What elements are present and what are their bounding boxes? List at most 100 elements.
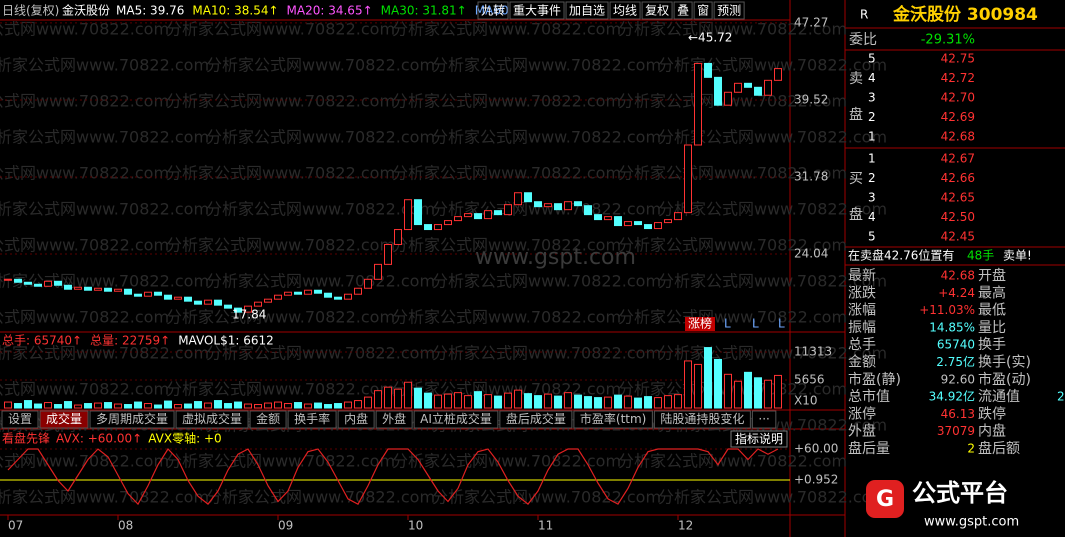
volume-bar [774, 374, 782, 409]
volume-bar [304, 403, 312, 409]
stat-label: 总市值 [848, 388, 890, 405]
watermark: 分析家公式网www.70822.com [432, 56, 661, 75]
volume-bar [574, 394, 582, 409]
volume-bar [194, 401, 202, 409]
candle [234, 307, 242, 313]
toolbar-button: 加自选 [569, 4, 605, 18]
tab[interactable] [573, 410, 653, 429]
tab-label: 外盘 [382, 411, 406, 426]
candle [724, 91, 732, 106]
volume-bar [394, 388, 402, 409]
candle [774, 68, 782, 81]
volume-bar [504, 392, 512, 409]
tab-label: 成交量 [46, 411, 82, 426]
candle [624, 221, 632, 227]
candle [594, 214, 602, 221]
book-price: 42.50 [941, 210, 975, 224]
tab[interactable] [751, 410, 777, 429]
tab[interactable] [287, 410, 337, 429]
watermark: 分析家公式网www.70822.com [0, 452, 169, 471]
watermark: 分析家公式网www.70822.com [392, 452, 621, 471]
stat-value: 92.60 [941, 372, 975, 386]
toolbar-button: 叠 [677, 4, 689, 18]
candle [524, 192, 532, 203]
volume-bar [174, 404, 182, 409]
tab-label: 设置 [8, 412, 32, 426]
tab[interactable] [337, 410, 375, 429]
candle [434, 224, 442, 231]
tab[interactable] [413, 410, 499, 429]
volume-bar [614, 394, 622, 409]
tab[interactable] [39, 410, 89, 429]
stat-value: 46.13 [941, 407, 975, 421]
notice: 卖单! [1003, 249, 1032, 263]
volume-bar [454, 392, 462, 409]
book-label: 盘 [849, 206, 863, 223]
stat-value: 42.68 [941, 269, 975, 283]
stat-label: 内盘 [978, 423, 1006, 440]
candle [214, 299, 222, 306]
tab[interactable] [175, 410, 249, 429]
candle [644, 224, 652, 230]
tab-label: 换手率 [294, 411, 330, 426]
tab[interactable] [653, 410, 751, 429]
tab[interactable] [375, 410, 413, 429]
stat-label: 市盈(动) [978, 371, 1031, 388]
candle [544, 203, 552, 208]
watermark: 分析家公式网www.70822.com [618, 164, 847, 183]
stat-label: 总手 [848, 337, 876, 353]
notice: 在卖盘42.76位置有 [848, 248, 954, 263]
candle [604, 216, 612, 221]
stat-value: 34.92亿 [929, 389, 975, 404]
volume-bar [634, 397, 642, 409]
watermark: 分析家公式网www.70822.com [658, 344, 887, 363]
stat-label: 换手(实) [978, 354, 1031, 371]
book-level: 4 [868, 210, 876, 224]
tab[interactable] [499, 410, 573, 429]
candle [704, 62, 712, 78]
candle [384, 243, 392, 265]
volume-bar [154, 404, 162, 409]
volume-bar [344, 401, 352, 409]
candle [364, 278, 372, 289]
ma-legend: MA10: 38.54↑ [192, 4, 278, 18]
candle [144, 291, 152, 297]
ma-legend: MA30: 31.81↑ [381, 4, 467, 18]
indicator-button[interactable] [730, 430, 788, 448]
volume-bar [54, 404, 62, 409]
book-price: 42.72 [941, 71, 975, 85]
candle [454, 216, 462, 222]
tab[interactable] [249, 410, 287, 429]
volume-bar [84, 403, 92, 409]
candle [34, 283, 42, 287]
book-level: 1 [868, 130, 876, 144]
volume-bar [384, 386, 392, 409]
watermark: 分析家公式网www.70822.com [432, 344, 661, 363]
volume-bar [254, 404, 262, 409]
candle [474, 213, 482, 220]
tab[interactable] [89, 410, 175, 429]
volume-bar [584, 396, 592, 409]
book-level: 4 [868, 71, 876, 85]
toolbar-button-frame [713, 1, 745, 20]
volume-bar [494, 395, 502, 409]
volume-bar [434, 394, 442, 409]
logo-url: www.gspt.com [924, 515, 1019, 530]
book-price: 42.45 [941, 230, 975, 244]
stat-value: +4.24 [938, 286, 975, 300]
candle [354, 287, 362, 295]
candle [204, 299, 212, 305]
quote-title: 金沃股份 300984 [892, 4, 1038, 25]
stat-label: 最新 [848, 268, 876, 284]
toolbar-button-frame [641, 1, 673, 20]
tab[interactable] [1, 410, 39, 429]
volume-bar [704, 347, 712, 409]
volume-bar [644, 396, 652, 409]
volume-bar [764, 379, 772, 409]
volume-bar [594, 397, 602, 409]
indicator-legend: 看盘先锋 [2, 431, 50, 446]
candle [64, 284, 72, 290]
candle [244, 305, 252, 313]
book-level: 5 [868, 230, 876, 244]
